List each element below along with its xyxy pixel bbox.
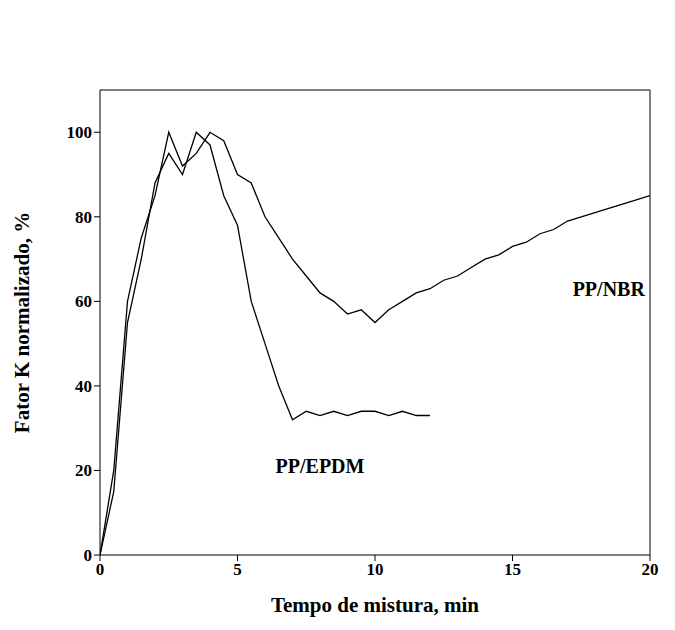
svg-text:20: 20 [642,560,659,579]
svg-text:0: 0 [96,560,105,579]
svg-text:PP/EPDM: PP/EPDM [276,455,365,477]
svg-text:PP/NBR: PP/NBR [573,278,646,300]
svg-text:40: 40 [75,377,92,396]
svg-text:0: 0 [84,546,93,565]
svg-text:60: 60 [75,292,92,311]
svg-text:80: 80 [75,208,92,227]
svg-text:Tempo de mistura, min: Tempo de mistura, min [271,593,479,617]
svg-text:5: 5 [233,560,242,579]
svg-text:10: 10 [367,560,384,579]
svg-text:15: 15 [504,560,521,579]
svg-text:100: 100 [67,123,93,142]
svg-text:20: 20 [75,461,92,480]
svg-text:Fator K normalizado, %: Fator K normalizado, % [10,212,34,433]
